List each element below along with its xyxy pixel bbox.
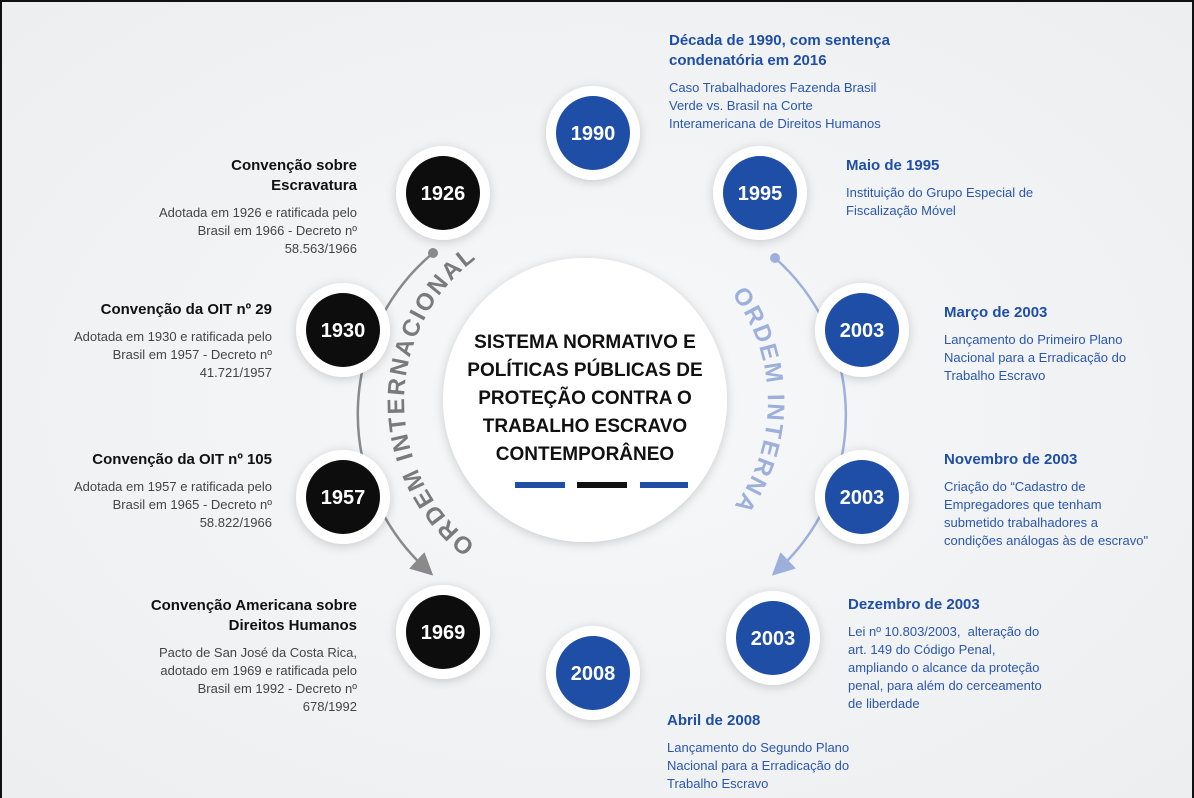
item-description: de liberdade xyxy=(848,696,920,711)
item-description: Lançamento do Primeiro Plano xyxy=(944,332,1123,347)
year-circle xyxy=(556,636,630,710)
item-description: Fiscalização Móvel xyxy=(846,203,956,218)
item-description: Adotada em 1957 e ratificada pelo xyxy=(74,479,272,494)
center-title-line: POLÍTICAS PÚBLICAS DE xyxy=(467,359,702,381)
item-title: Abril de 2008 xyxy=(667,712,760,729)
year-circle xyxy=(736,601,810,675)
year-circle xyxy=(406,595,480,669)
left-arc-dot xyxy=(428,248,438,258)
item-description: Caso Trabalhadores Fazenda Brasil xyxy=(669,80,877,95)
year-circle xyxy=(306,293,380,367)
item-description: penal, para além do cerceamento xyxy=(848,678,1042,693)
year-label: 2003 xyxy=(840,487,885,509)
center-title-line: TRABALHO ESCRAVO xyxy=(483,416,687,437)
item-description: Verde vs. Brasil na Corte xyxy=(669,98,813,113)
item-title: Direitos Humanos xyxy=(229,617,357,634)
item-title: Convenção da OIT nº 29 xyxy=(101,301,272,318)
year-label: 1957 xyxy=(321,487,366,509)
item-description: Interamericana de Direitos Humanos xyxy=(669,116,881,131)
item-title: Escravatura xyxy=(271,177,358,194)
year-label: 2008 xyxy=(571,663,616,685)
item-description: Nacional para a Erradicação do xyxy=(667,758,849,773)
item-description: submetido trabalhadores a xyxy=(944,515,1099,530)
center-title-line: PROTEÇÃO CONTRA O xyxy=(478,387,692,409)
year-label: 1926 xyxy=(421,183,466,205)
right-arc-dot xyxy=(770,253,780,263)
item-description: 678/1992 xyxy=(303,699,357,714)
item-description: 58.822/1966 xyxy=(200,515,272,530)
dash xyxy=(640,482,688,488)
item-description: Lei nº 10.803/2003, alteração do xyxy=(848,624,1039,639)
item-title: Março de 2003 xyxy=(944,304,1047,321)
item-description: Brasil em 1992 - Decreto nº xyxy=(198,681,358,696)
item-description: Nacional para a Erradicação do xyxy=(944,350,1126,365)
item-title: Convenção Americana sobre xyxy=(151,597,357,614)
item-title: Novembro de 2003 xyxy=(944,451,1077,468)
item-title: Maio de 1995 xyxy=(846,157,939,174)
item-description: 58.563/1966 xyxy=(285,241,357,256)
item-description: condições análogas às de escravo" xyxy=(944,533,1148,548)
dash xyxy=(577,482,627,488)
year-circle xyxy=(723,156,797,230)
center-circle xyxy=(443,258,727,542)
item-description: Brasil em 1965 - Decreto nº xyxy=(113,497,273,512)
item-description: ampliando o alcance da proteção xyxy=(848,660,1040,675)
item-description: Adotada em 1926 e ratificada pelo xyxy=(159,205,357,220)
year-circle xyxy=(306,460,380,534)
item-description: Brasil em 1957 - Decreto nº xyxy=(113,347,273,362)
right-arc-arrow xyxy=(771,257,848,576)
year-label: 1969 xyxy=(421,622,466,644)
year-circle xyxy=(556,96,630,170)
year-circle xyxy=(825,460,899,534)
year-label: 1995 xyxy=(738,183,783,205)
item-title: Convenção da OIT nº 105 xyxy=(92,451,272,468)
dash xyxy=(515,482,565,488)
item-title: Convenção sobre xyxy=(231,157,357,174)
item-description: 41.721/1957 xyxy=(200,365,272,380)
item-title: Dezembro de 2003 xyxy=(848,596,980,613)
item-description: Instituição do Grupo Especial de xyxy=(846,185,1033,200)
year-label: 1930 xyxy=(321,320,366,342)
item-description: adotado em 1969 e ratificada pelo xyxy=(160,663,357,678)
year-label: 2003 xyxy=(840,320,885,342)
year-circle xyxy=(825,293,899,367)
item-description: Empregadores que tenham xyxy=(944,497,1102,512)
left-arc-arrow xyxy=(356,252,434,576)
item-description: Adotada em 1930 e ratificada pelo xyxy=(74,329,272,344)
year-label: 2003 xyxy=(751,628,796,650)
item-description: Criação do “Cadastro de xyxy=(944,479,1086,494)
year-circle xyxy=(406,156,480,230)
year-label: 1990 xyxy=(571,123,616,145)
item-description: Trabalho Escravo xyxy=(944,368,1045,383)
item-title: condenatória em 2016 xyxy=(669,52,827,69)
item-title: Década de 1990, com sentença xyxy=(669,32,891,49)
center-title: SISTEMA NORMATIVO E POLÍTICAS PÚBLICAS DE… xyxy=(467,332,702,465)
center-title-line: SISTEMA NORMATIVO E xyxy=(474,332,696,353)
center-title-line: CONTEMPORÂNEO xyxy=(496,443,674,465)
item-description: Brasil em 1966 - Decreto nº xyxy=(198,223,358,238)
item-description: Pacto de San José da Costa Rica, xyxy=(159,645,357,660)
items: 1926 Convenção sobre Escravatura Adotada em… xyxy=(74,32,1148,791)
item-description: art. 149 do Código Penal, xyxy=(848,642,995,657)
item-description: Trabalho Escravo xyxy=(667,776,768,791)
item-description: Lançamento do Segundo Plano xyxy=(667,740,849,755)
